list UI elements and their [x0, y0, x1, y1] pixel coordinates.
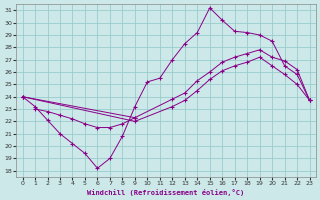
X-axis label: Windchill (Refroidissement éolien,°C): Windchill (Refroidissement éolien,°C) [87, 189, 245, 196]
